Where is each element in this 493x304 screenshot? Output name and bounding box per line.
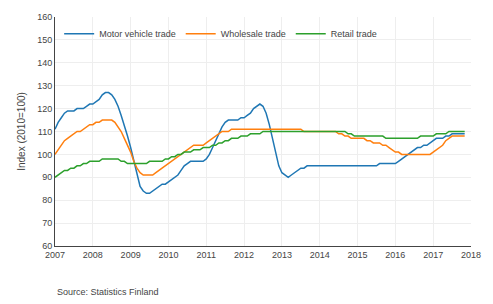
svg-text:Index (2010=100): Index (2010=100) — [16, 92, 27, 171]
svg-text:2012: 2012 — [234, 250, 254, 260]
svg-text:2016: 2016 — [385, 250, 405, 260]
svg-text:2010: 2010 — [158, 250, 178, 260]
svg-text:2008: 2008 — [83, 250, 103, 260]
svg-text:Wholesale trade: Wholesale trade — [221, 29, 286, 39]
svg-text:Source: Statistics Finland: Source: Statistics Finland — [57, 287, 159, 297]
svg-text:80: 80 — [42, 195, 52, 205]
svg-text:2007: 2007 — [45, 250, 65, 260]
svg-text:2014: 2014 — [310, 250, 330, 260]
svg-text:70: 70 — [42, 218, 52, 228]
svg-text:Retail trade: Retail trade — [331, 29, 377, 39]
svg-text:150: 150 — [37, 35, 52, 45]
svg-text:60: 60 — [42, 241, 52, 251]
svg-text:2017: 2017 — [423, 250, 443, 260]
svg-text:2011: 2011 — [197, 250, 216, 260]
svg-text:2013: 2013 — [272, 250, 292, 260]
svg-text:2009: 2009 — [121, 250, 141, 260]
svg-text:110: 110 — [38, 127, 52, 137]
svg-text:2018: 2018 — [461, 250, 481, 260]
svg-text:130: 130 — [37, 81, 52, 91]
svg-text:100: 100 — [37, 150, 52, 160]
svg-text:120: 120 — [37, 104, 52, 114]
svg-text:90: 90 — [42, 172, 52, 182]
svg-text:160: 160 — [37, 12, 52, 22]
svg-text:2015: 2015 — [348, 250, 368, 260]
svg-text:140: 140 — [37, 58, 52, 68]
svg-text:Motor vehicle trade: Motor vehicle trade — [99, 29, 176, 39]
